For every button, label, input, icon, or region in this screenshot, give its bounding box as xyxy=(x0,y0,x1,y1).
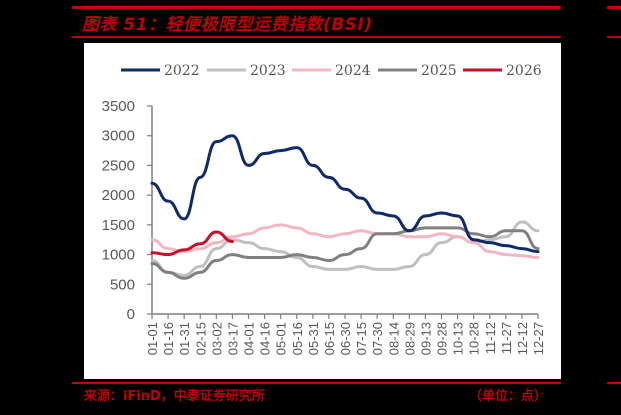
series-line-2023 xyxy=(150,220,540,277)
legend-label: 2022 xyxy=(164,63,200,79)
x-tick-label: 03-17 xyxy=(225,322,240,355)
plot-lines xyxy=(150,134,540,280)
header-rule-top-right xyxy=(607,6,621,9)
y-tick-label: 1500 xyxy=(102,217,135,234)
chart-title: 图表 51：轻便极限型运费指数(BSI) xyxy=(82,15,373,35)
legend-item-2025: 2025 xyxy=(378,63,457,79)
x-tick-label: 04-16 xyxy=(258,322,273,355)
x-tick-label: 03-02 xyxy=(209,322,224,355)
x-tick-label: 06-15 xyxy=(322,322,337,355)
legend-label: 2023 xyxy=(250,63,286,79)
legend-item-2022: 2022 xyxy=(121,63,200,79)
x-tick-label: 11-12 xyxy=(483,322,498,354)
series-line-2025 xyxy=(150,226,540,280)
x-tick-label: 01-31 xyxy=(177,322,192,355)
x-tick-label: 09-13 xyxy=(418,322,433,355)
x-tick-label: 01-01 xyxy=(145,322,160,355)
y-tick-label: 3500 xyxy=(102,98,135,115)
legend-item-2024: 2024 xyxy=(292,63,371,79)
x-tick-label: 05-01 xyxy=(274,322,289,355)
footer-rule xyxy=(72,382,561,384)
legend-item-2026: 2026 xyxy=(463,63,542,79)
y-tick-label: 1000 xyxy=(102,247,135,264)
legend-label: 2025 xyxy=(421,63,457,79)
x-tick-label: 04-01 xyxy=(242,322,257,355)
x-tick-label: 10-13 xyxy=(451,322,466,355)
y-axis: 0 500 1000 1500 2000 2500 3000 3500 xyxy=(102,98,153,323)
x-tick-label: 09-28 xyxy=(435,322,450,355)
unit-note: （单位：点） xyxy=(469,389,548,404)
header-rule-bottom xyxy=(72,36,561,38)
legend-item-2023: 2023 xyxy=(207,63,286,79)
series-line-2024 xyxy=(150,223,540,260)
chart-panel xyxy=(84,43,561,379)
x-tick-label: 06-30 xyxy=(338,322,353,355)
legend-label: 2024 xyxy=(335,63,371,79)
y-tick-label: 2000 xyxy=(102,187,135,204)
y-tick-label: 3000 xyxy=(102,128,135,145)
y-tick-label: 0 xyxy=(127,306,135,323)
series-line-2022 xyxy=(150,134,540,254)
legend-label: 2026 xyxy=(506,63,542,79)
header-rule-bottom-right xyxy=(607,36,621,38)
y-tick-label: 500 xyxy=(110,276,135,293)
chart-legend: 2022 2023 2024 2025 2026 xyxy=(121,63,542,79)
x-tick-label: 07-30 xyxy=(370,322,385,355)
x-tick-label: 11-27 xyxy=(499,322,514,354)
x-tick-label: 07-15 xyxy=(354,322,369,355)
x-tick-label: 12-27 xyxy=(531,322,546,355)
x-tick-label: 02-15 xyxy=(193,322,208,355)
series-line-2026 xyxy=(150,230,234,257)
y-tick-label: 2500 xyxy=(102,157,135,174)
x-tick-label: 05-16 xyxy=(290,322,305,355)
x-tick-label: 10-28 xyxy=(467,322,482,355)
header-rule-top xyxy=(72,6,561,9)
footer-rule-right xyxy=(607,382,621,384)
x-tick-label: 12-12 xyxy=(515,322,530,355)
x-axis: 01-01 01-16 01-31 02-15 03-02 03-17 04-01 04-16… xyxy=(145,313,546,355)
x-tick-label: 08-29 xyxy=(402,322,417,355)
x-tick-label: 08-14 xyxy=(386,322,401,355)
x-tick-label: 05-31 xyxy=(306,322,321,355)
source-note: 来源：iFinD，中泰证券研究所 xyxy=(84,389,265,404)
x-tick-label: 01-16 xyxy=(161,322,176,355)
